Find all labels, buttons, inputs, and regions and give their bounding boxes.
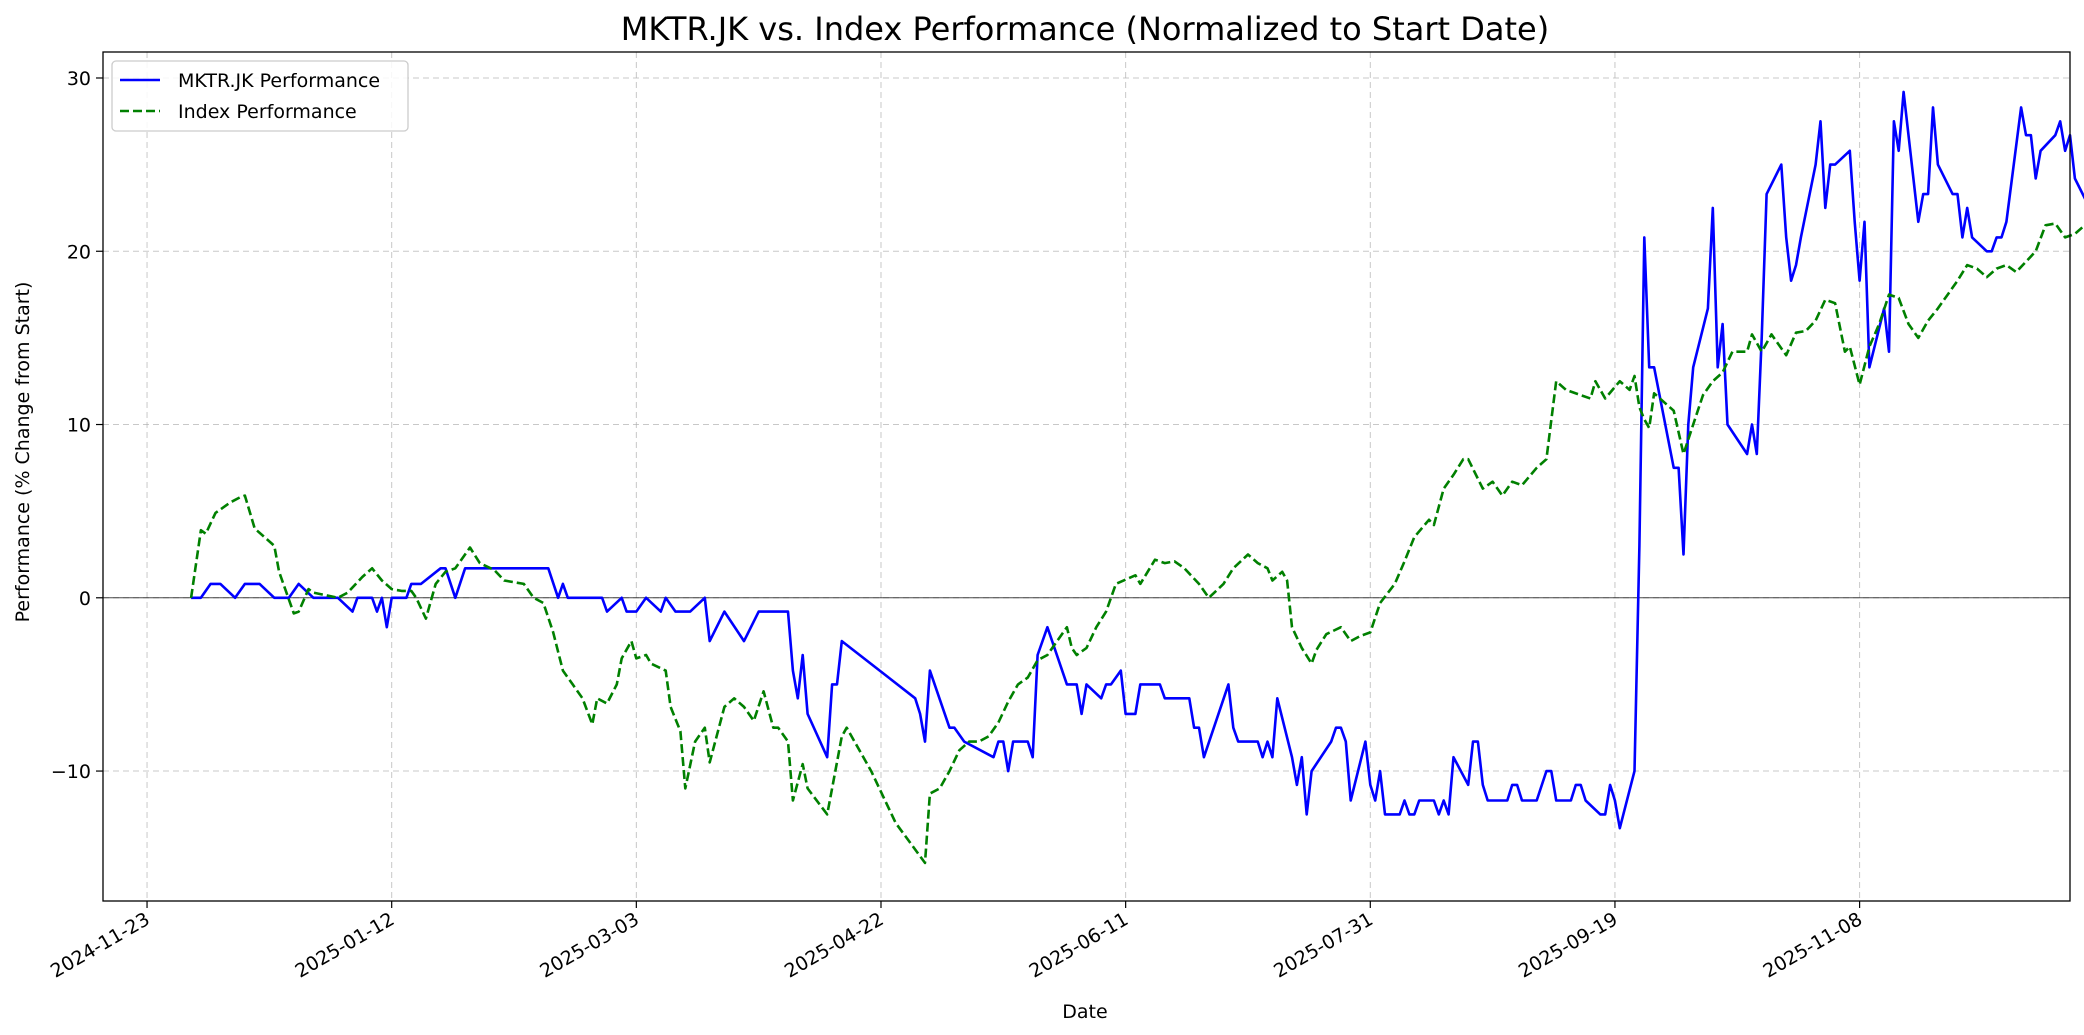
x-tick-label: 2025-06-11 xyxy=(1026,908,1133,982)
y-tick-label: 20 xyxy=(67,241,91,263)
x-tick-label: 2025-04-22 xyxy=(781,908,888,982)
legend-label-index: Index Performance xyxy=(178,101,357,123)
x-axis-title: Date xyxy=(1062,1001,1107,1023)
plot-frame xyxy=(102,51,2071,902)
y-axis: −10 0 10 20 30 xyxy=(51,68,103,783)
x-tick-label: 2025-03-03 xyxy=(536,908,643,982)
legend-box xyxy=(111,60,409,132)
y-tick-label: 30 xyxy=(67,68,91,90)
x-tick-label: 2024-11-23 xyxy=(47,908,154,982)
x-tick-label: 2025-01-12 xyxy=(292,908,399,982)
legend: MKTR.JK Performance Index Performance xyxy=(111,60,409,132)
y-tick-label: −10 xyxy=(51,761,91,783)
series-line-mktr xyxy=(191,90,2084,830)
x-axis: 2024-11-23 2025-01-12 2025-03-03 2025-04-22… xyxy=(47,901,1866,983)
y-tick-label: 0 xyxy=(79,588,91,610)
y-tick-label: 10 xyxy=(67,415,91,437)
x-tick-label: 2025-09-19 xyxy=(1515,908,1622,982)
series-layer xyxy=(189,90,2084,865)
y-axis-title: Performance (% Change from Start) xyxy=(12,282,34,623)
legend-label-mktr: MKTR.JK Performance xyxy=(178,70,380,92)
x-tick-label: 2025-11-08 xyxy=(1759,908,1866,982)
series-line-index xyxy=(189,222,2084,865)
chart-title: MKTR.JK vs. Index Performance (Normalize… xyxy=(621,10,1549,48)
x-tick-label: 2025-07-31 xyxy=(1270,908,1377,982)
